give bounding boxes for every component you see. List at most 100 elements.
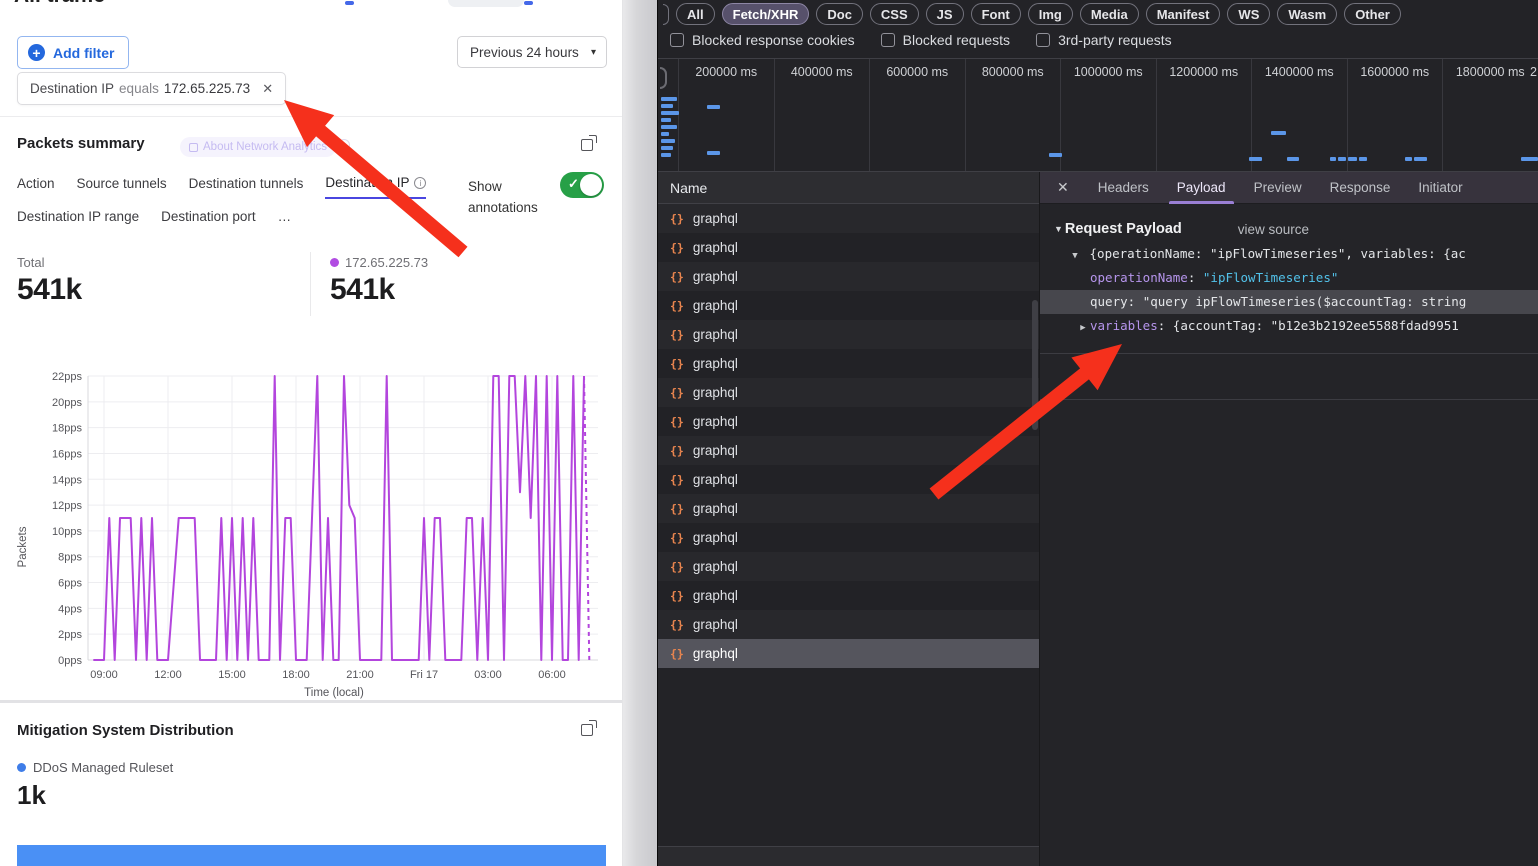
- detail-tab-payload[interactable]: Payload: [1163, 172, 1240, 204]
- json-braces-icon: {}: [670, 211, 684, 226]
- waterfall-bar: [661, 146, 673, 150]
- request-name: graphql: [692, 385, 738, 400]
- legend-dot: [17, 763, 26, 772]
- svg-text:6pps: 6pps: [58, 578, 82, 590]
- timeline-tick-1400000-ms: 1400000 ms: [1251, 59, 1347, 171]
- tab-source-tunnels[interactable]: Source tunnels: [77, 175, 167, 199]
- pill-other[interactable]: Other: [1344, 3, 1401, 25]
- request-row[interactable]: {} graphql: [658, 407, 1039, 436]
- request-row[interactable]: {} graphql: [658, 436, 1039, 465]
- payload-value: {accountTag: "b12e3b2192ee5588fdad9951: [1172, 318, 1459, 333]
- view-source-link[interactable]: view source: [1237, 221, 1310, 237]
- show-annotations-toggle[interactable]: ✓: [560, 172, 604, 198]
- pill-css[interactable]: CSS: [869, 3, 919, 25]
- request-row[interactable]: {} graphql: [658, 639, 1039, 668]
- divider: [1040, 399, 1538, 400]
- json-braces-icon: {}: [670, 269, 684, 284]
- checkbox-box[interactable]: [880, 33, 895, 47]
- packets-summary-title: Packets summary: [17, 135, 145, 152]
- filter-field: Destination IP: [30, 81, 115, 96]
- json-braces-icon: {}: [670, 327, 684, 342]
- request-row[interactable]: {} graphql: [658, 291, 1039, 320]
- request-name: graphql: [692, 356, 738, 371]
- payload-row-variables[interactable]: ▶ variables: {accountTag: "b12e3b2192ee55…: [1040, 314, 1538, 338]
- pill-fetch-xhr[interactable]: Fetch/XHR: [721, 3, 810, 25]
- pill-all[interactable]: All: [676, 3, 715, 25]
- tab-[interactable]: …: [278, 209, 292, 231]
- waterfall-bar: [1359, 157, 1367, 161]
- network-overview-timeline[interactable]: 2 200000 ms 400000 ms 600000 ms 800000 ms 10…: [658, 58, 1538, 172]
- copy-icon[interactable]: [581, 135, 597, 156]
- timeline-edge-label: 2: [1530, 65, 1537, 79]
- pill-img[interactable]: Img: [1027, 3, 1073, 25]
- request-row[interactable]: {} graphql: [658, 233, 1039, 262]
- request-row[interactable]: {} graphql: [658, 204, 1039, 233]
- waterfall-bar: [1249, 157, 1262, 161]
- plus-icon: +: [28, 44, 45, 61]
- clipped-toolbar-icon: [345, 1, 354, 5]
- detail-tab-headers[interactable]: Headers: [1097, 180, 1149, 195]
- pill-manifest[interactable]: Manifest: [1145, 3, 1221, 25]
- pill-js[interactable]: JS: [925, 3, 964, 25]
- waterfall-bar: [661, 97, 677, 101]
- add-filter-button[interactable]: + Add filter: [17, 36, 130, 69]
- request-row[interactable]: {} graphql: [658, 494, 1039, 523]
- pill-doc[interactable]: Doc: [816, 3, 863, 25]
- svg-text:Time (local): Time (local): [304, 687, 364, 699]
- pill-font[interactable]: Font: [970, 3, 1021, 25]
- about-network-analytics-badge[interactable]: About Network Analytics: [180, 137, 337, 157]
- tab-destination-ip-range[interactable]: Destination IP range: [17, 209, 139, 231]
- collapse-icon: ▼: [1054, 224, 1063, 234]
- tab-action[interactable]: Action: [17, 175, 55, 199]
- request-detail-pane: ✕ Headers Payload Preview Response Initiator…: [1039, 172, 1538, 866]
- tab-destination-port[interactable]: Destination port: [161, 209, 256, 231]
- window-gutter: [623, 0, 657, 866]
- svg-text:03:00: 03:00: [474, 669, 502, 681]
- request-name: graphql: [692, 269, 738, 284]
- tab-destination-tunnels[interactable]: Destination tunnels: [189, 175, 304, 199]
- request-payload-title: Request Payload: [1064, 221, 1182, 237]
- checkbox-box[interactable]: [670, 33, 684, 47]
- checkbox-3rd-party-requests[interactable]: 3rd-party requests: [1036, 32, 1172, 48]
- request-row[interactable]: {} graphql: [658, 378, 1039, 407]
- page-title: All traffic: [14, 0, 105, 8]
- request-row[interactable]: {} graphql: [658, 552, 1039, 581]
- request-payload-header[interactable]: ▼ Request Payload view source: [1040, 216, 1538, 242]
- pill-ws[interactable]: WS: [1227, 3, 1271, 25]
- close-icon[interactable]: ✕: [1057, 179, 1069, 195]
- request-row[interactable]: {} graphql: [658, 262, 1039, 291]
- request-row[interactable]: {} graphql: [658, 610, 1039, 639]
- remove-filter-icon[interactable]: ✕: [262, 80, 274, 96]
- tab-destination-ip[interactable]: Destination IP i: [325, 175, 427, 199]
- svg-text:Packets: Packets: [17, 526, 29, 567]
- request-row[interactable]: {} graphql: [658, 320, 1039, 349]
- checkbox-blocked-response-cookies[interactable]: Blocked response cookies: [670, 32, 855, 48]
- request-row[interactable]: {} graphql: [658, 581, 1039, 610]
- svg-text:18:00: 18:00: [282, 669, 310, 681]
- name-column-header[interactable]: Name: [658, 172, 1039, 204]
- scrollbar-thumb[interactable]: [1032, 300, 1038, 430]
- filter-chip[interactable]: Destination IP equals 172.65.225.73 ✕: [17, 72, 287, 105]
- detail-tab-initiator[interactable]: Initiator: [1418, 180, 1463, 195]
- checkbox-box[interactable]: [1036, 33, 1051, 47]
- request-row[interactable]: {} graphql: [658, 523, 1039, 552]
- time-range-dropdown[interactable]: Previous 24 hours ▾: [457, 36, 607, 68]
- payload-preview-row[interactable]: ▼ {operationName: "ipFlowTimeseries", va…: [1040, 242, 1538, 266]
- add-filter-label: Add filter: [53, 44, 115, 61]
- checkbox-blocked-requests[interactable]: Blocked requests: [880, 32, 1010, 48]
- pill-media[interactable]: Media: [1079, 3, 1139, 25]
- request-name: graphql: [692, 443, 738, 458]
- checkbox-label: 3rd-party requests: [1058, 32, 1172, 48]
- detail-tab-preview[interactable]: Preview: [1253, 180, 1302, 195]
- detail-tab-response[interactable]: Response: [1329, 180, 1391, 195]
- request-name: graphql: [692, 617, 738, 632]
- copy-icon[interactable]: [581, 720, 597, 741]
- svg-text:09:00: 09:00: [90, 669, 118, 681]
- pill-wasm[interactable]: Wasm: [1277, 3, 1338, 25]
- request-row[interactable]: {} graphql: [658, 465, 1039, 494]
- request-row[interactable]: {} graphql: [658, 349, 1039, 378]
- packets-timeseries-chart: 0pps 2pps 4pps 6pps 8pps 10pps 12pps 14pps 16pps…: [12, 362, 608, 702]
- payload-row-operationname[interactable]: operationName: "ipFlowTimeseries": [1040, 266, 1538, 290]
- payload-colon: :: [1187, 270, 1203, 285]
- payload-row-query[interactable]: query: "query ipFlowTimeseries($accountT…: [1040, 290, 1538, 314]
